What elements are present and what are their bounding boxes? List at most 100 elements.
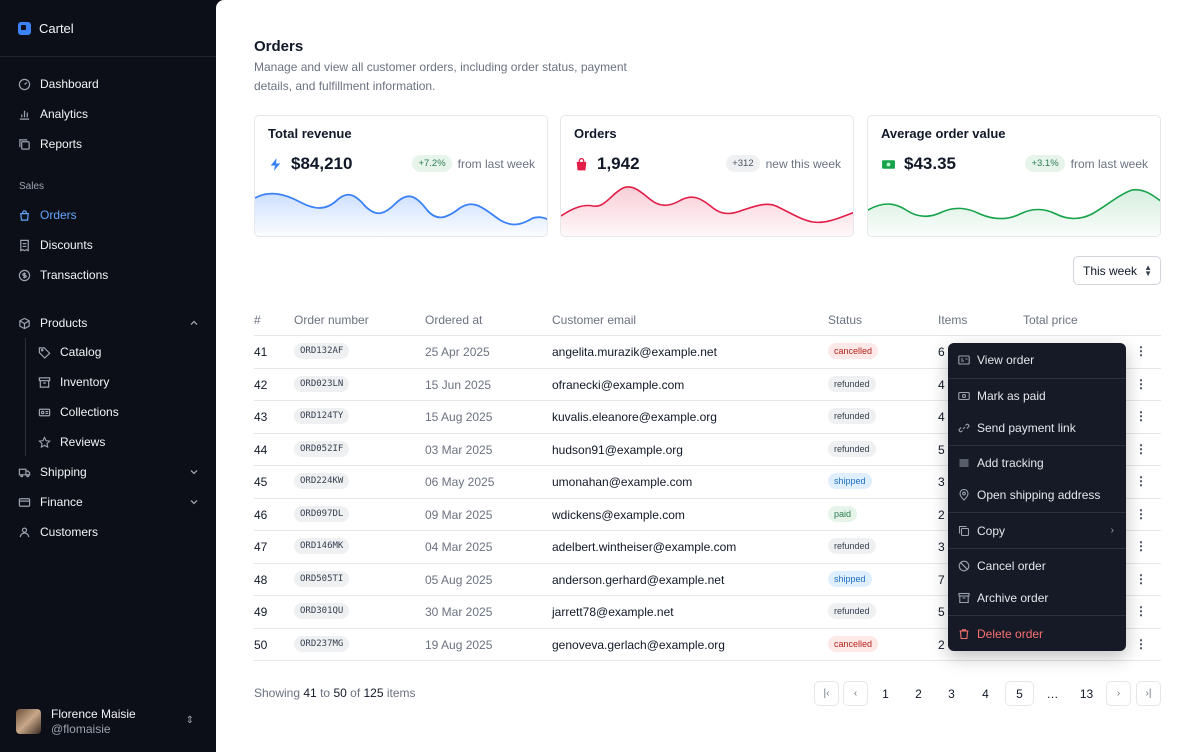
page-button[interactable]: 2 <box>915 686 922 701</box>
user-profile[interactable]: Florence Maisie @flomaisie ⇕ <box>16 707 198 736</box>
menu-item-cancel-order[interactable]: Cancel order <box>958 556 1116 576</box>
last-page-button[interactable]: ›| <box>1136 681 1161 706</box>
more-vertical-icon[interactable]: ⋮ <box>1135 506 1147 521</box>
table-row[interactable]: 49 ORD301QU 30 Mar 2025 jarrett78@example.n… <box>254 596 1161 629</box>
card-title: Orders <box>574 126 617 141</box>
menu-item-open-shipping-address[interactable]: Open shipping address <box>958 485 1116 505</box>
sidebar-item-discounts[interactable]: Discounts <box>18 233 200 257</box>
sidebar-item-products[interactable]: Products <box>18 311 200 335</box>
pagination-summary: Showing 41 to 50 of 125 items <box>254 686 416 700</box>
sidebar-item-analytics[interactable]: Analytics <box>18 102 200 126</box>
order-id: 46 <box>254 507 268 522</box>
list-icon <box>958 457 970 469</box>
sidebar-item-label: Products <box>40 316 88 330</box>
showing-of-word: of <box>350 686 361 700</box>
ordered-at: 09 Mar 2025 <box>425 507 493 522</box>
showing-prefix: Showing <box>254 686 301 700</box>
more-vertical-icon[interactable]: ⋮ <box>1135 571 1147 586</box>
sidebar-item-customers[interactable]: Customers <box>18 520 200 544</box>
brand[interactable]: Cartel <box>18 18 74 38</box>
order-id: 49 <box>254 605 268 619</box>
copy-icon <box>18 138 31 151</box>
menu-item-label: Add tracking <box>977 456 1044 470</box>
more-vertical-icon[interactable]: ⋮ <box>1135 376 1147 391</box>
banknote-icon <box>958 390 970 402</box>
sidebar-item-orders[interactable]: Orders <box>18 203 200 227</box>
sidebar-item-finance[interactable]: Finance <box>18 490 200 514</box>
column-header-id[interactable]: # <box>254 313 261 327</box>
items-count: 4 <box>938 410 945 424</box>
more-vertical-icon[interactable]: ⋮ <box>1135 474 1147 488</box>
sidebar-item-label: Orders <box>40 208 77 222</box>
column-header-status[interactable]: Status <box>828 313 863 327</box>
sidebar-item-dashboard[interactable]: Dashboard <box>18 72 200 96</box>
card-delta: +312 new this week <box>726 155 841 172</box>
menu-item-archive-order[interactable]: Archive order <box>958 588 1116 608</box>
menu-item-delete-order[interactable]: Delete order <box>958 624 1116 644</box>
orders-sparkline <box>561 186 853 236</box>
table-row[interactable]: 42 ORD023LN 15 Jun 2025 ofranecki@example.c… <box>254 369 1161 401</box>
customer-email: anderson.gerhard@example.net <box>552 572 725 587</box>
menu-item-label: View order <box>977 353 1035 367</box>
more-vertical-icon[interactable]: ⋮ <box>1135 604 1147 618</box>
status-badge: shipped <box>828 473 872 489</box>
order-id: 47 <box>254 540 268 554</box>
ordered-at: 15 Aug 2025 <box>425 410 493 424</box>
menu-item-mark-as-paid[interactable]: Mark as paid <box>958 386 1116 406</box>
table-row[interactable]: 47 ORD146MK 04 Mar 2025 adelbert.wintheiser… <box>254 531 1161 564</box>
sidebar-item-transactions[interactable]: Transactions <box>18 263 200 287</box>
more-vertical-icon[interactable]: ⋮ <box>1135 636 1147 651</box>
customer-email: angelita.murazik@example.net <box>552 345 717 359</box>
prev-page-button[interactable]: ‹ <box>843 681 868 706</box>
table-row[interactable]: 43 ORD124TY 15 Aug 2025 kuvalis.eleanore@ex… <box>254 401 1161 434</box>
menu-item-add-tracking[interactable]: Add tracking <box>958 453 1116 473</box>
more-vertical-icon[interactable]: ⋮ <box>1135 441 1147 456</box>
table-row[interactable]: 48 ORD505TI 05 Aug 2025 anderson.gerhard@ex… <box>254 564 1161 596</box>
items-count: 3 <box>938 475 945 489</box>
menu-item-send-payment-link[interactable]: Send payment link <box>958 418 1116 438</box>
sidebar-item-shipping[interactable]: Shipping <box>18 460 200 484</box>
column-header-items[interactable]: Items <box>938 313 968 327</box>
sidebar-item-reports[interactable]: Reports <box>18 132 200 156</box>
page-button[interactable]: 1 <box>882 686 889 701</box>
first-page-button[interactable]: |‹ <box>814 681 839 706</box>
chevron-down-icon <box>190 470 198 475</box>
column-header-customer-email[interactable]: Customer email <box>552 313 637 327</box>
truck-icon <box>18 466 31 479</box>
order-id: 42 <box>254 377 268 392</box>
sidebar-item-inventory[interactable]: Inventory <box>38 370 200 394</box>
delta-badge: +3.1% <box>1025 155 1065 172</box>
column-header-total-price[interactable]: Total price <box>1023 313 1078 327</box>
page-button[interactable]: 13 <box>1079 686 1094 701</box>
more-vertical-icon[interactable]: ⋮ <box>1135 409 1147 423</box>
sidebar-item-label: Reviews <box>60 435 106 449</box>
order-id: 43 <box>254 410 268 424</box>
status-badge: paid <box>828 505 858 522</box>
column-header-order-number[interactable]: Order number <box>294 313 369 327</box>
menu-item-copy[interactable]: Copy › <box>958 521 1116 541</box>
sidebar-item-catalog[interactable]: Catalog <box>38 340 200 364</box>
more-vertical-icon[interactable]: ⋮ <box>1135 539 1147 553</box>
delta-text: from last week <box>457 156 535 171</box>
table-row[interactable]: 45 ORD224KW 06 May 2025 umonahan@example.co… <box>254 466 1161 499</box>
card-value-row: 1,942 <box>574 154 640 174</box>
customer-email: kuvalis.eleanore@example.org <box>552 410 717 424</box>
sidebar-item-reviews[interactable]: Reviews <box>38 430 200 454</box>
menu-separator <box>948 378 1126 379</box>
table-row[interactable]: 50 ORD237MG 19 Aug 2025 genoveva.gerlach@ex… <box>254 629 1161 661</box>
more-vertical-icon[interactable]: ⋮ <box>1135 344 1147 358</box>
table-row[interactable]: 44 ORD052IF 03 Mar 2025 hudson91@example.or… <box>254 434 1161 466</box>
page-button[interactable]: 3 <box>948 686 955 701</box>
next-page-button[interactable]: › <box>1106 681 1131 706</box>
period-select[interactable]: This week ▲ ▼ <box>1073 256 1161 285</box>
page-button-current[interactable]: 5 <box>1005 681 1034 706</box>
sidebar-item-label: Discounts <box>40 238 93 252</box>
sidebar-item-collections[interactable]: Collections <box>38 400 200 424</box>
table-row[interactable]: 46 ORD097DL 09 Mar 2025 wdickens@example.co… <box>254 499 1161 531</box>
page-button[interactable]: 4 <box>982 686 989 701</box>
column-header-ordered-at[interactable]: Ordered at <box>425 313 483 327</box>
stat-card-aov: Average order value $43.35 +3.1% from la… <box>867 115 1161 237</box>
menu-item-view-order[interactable]: View order <box>958 350 1116 370</box>
table-row[interactable]: 41 ORD132AF 25 Apr 2025 angelita.murazik@ex… <box>254 336 1161 369</box>
ordered-at: 15 Jun 2025 <box>425 377 492 392</box>
